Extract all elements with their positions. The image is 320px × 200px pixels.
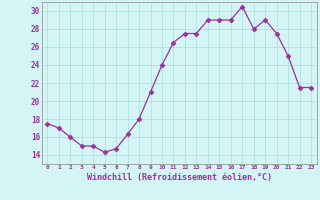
X-axis label: Windchill (Refroidissement éolien,°C): Windchill (Refroidissement éolien,°C) (87, 173, 272, 182)
